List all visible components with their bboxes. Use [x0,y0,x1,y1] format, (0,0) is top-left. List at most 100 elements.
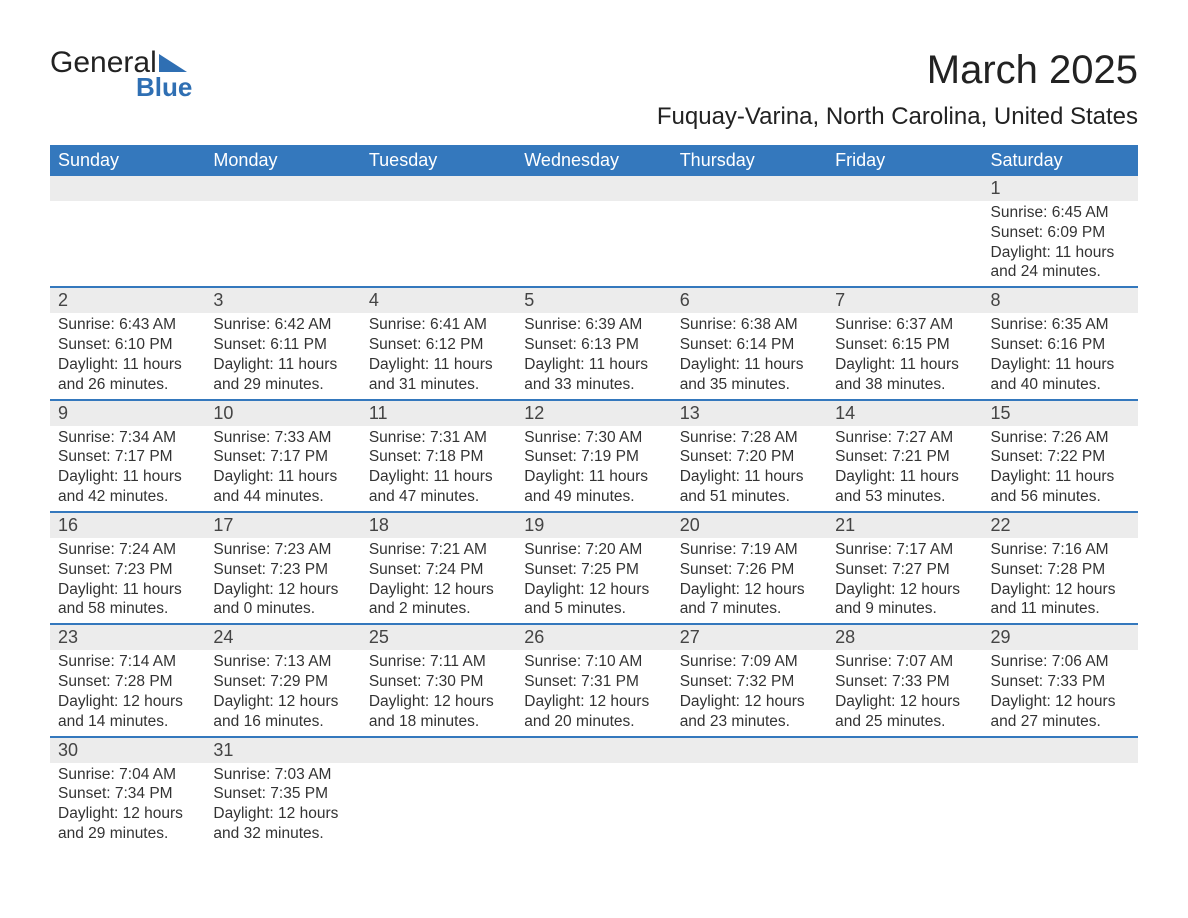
day-number: 21 [827,513,982,538]
sunset-text: Sunset: 6:11 PM [213,335,352,355]
day-number-cell: 18 [361,512,516,538]
day-detail-cell: Sunrise: 6:45 AMSunset: 6:09 PMDaylight:… [983,201,1138,287]
sunset-text: Sunset: 7:22 PM [991,447,1130,467]
brand-logo: General Blue [50,48,192,100]
day-detail: Sunrise: 7:21 AMSunset: 7:24 PMDaylight:… [361,538,516,623]
day-number: 15 [983,401,1138,426]
day-number: 29 [983,625,1138,650]
sunset-text: Sunset: 7:25 PM [524,560,663,580]
day-number [361,176,516,200]
day-detail: Sunrise: 7:34 AMSunset: 7:17 PMDaylight:… [50,426,205,511]
week-detail-row: Sunrise: 7:04 AMSunset: 7:34 PMDaylight:… [50,763,1138,848]
day-number: 6 [672,288,827,313]
daylight-text: Daylight: 11 hours and 47 minutes. [369,467,508,507]
sunset-text: Sunset: 6:13 PM [524,335,663,355]
sunset-text: Sunset: 6:16 PM [991,335,1130,355]
day-number: 31 [205,738,360,763]
day-header: Thursday [672,145,827,176]
sunset-text: Sunset: 7:33 PM [991,672,1130,692]
week-daynum-row: 23242526272829 [50,624,1138,650]
day-detail: Sunrise: 7:28 AMSunset: 7:20 PMDaylight:… [672,426,827,511]
day-number-cell [827,737,982,763]
day-detail-cell [516,763,671,848]
day-number-cell: 24 [205,624,360,650]
day-header: Saturday [983,145,1138,176]
sunrise-text: Sunrise: 7:20 AM [524,540,663,560]
day-number-cell [50,176,205,201]
daylight-text: Daylight: 11 hours and 56 minutes. [991,467,1130,507]
day-number-cell: 2 [50,287,205,313]
day-number [672,176,827,200]
day-header: Monday [205,145,360,176]
day-number-cell [672,737,827,763]
day-number: 4 [361,288,516,313]
daylight-text: Daylight: 11 hours and 42 minutes. [58,467,197,507]
sunset-text: Sunset: 7:17 PM [213,447,352,467]
sunrise-text: Sunrise: 7:31 AM [369,428,508,448]
day-number-cell: 31 [205,737,360,763]
day-detail [516,763,671,783]
sunrise-text: Sunrise: 7:27 AM [835,428,974,448]
day-header: Friday [827,145,982,176]
day-detail: Sunrise: 7:04 AMSunset: 7:34 PMDaylight:… [50,763,205,848]
day-detail-cell: Sunrise: 6:43 AMSunset: 6:10 PMDaylight:… [50,313,205,399]
day-number: 2 [50,288,205,313]
day-number: 1 [983,176,1138,201]
sunrise-text: Sunrise: 7:06 AM [991,652,1130,672]
day-detail-cell: Sunrise: 7:34 AMSunset: 7:17 PMDaylight:… [50,426,205,512]
daylight-text: Daylight: 11 hours and 51 minutes. [680,467,819,507]
day-header: Tuesday [361,145,516,176]
day-number: 12 [516,401,671,426]
day-number-cell: 14 [827,400,982,426]
daylight-text: Daylight: 12 hours and 23 minutes. [680,692,819,732]
day-number-cell: 13 [672,400,827,426]
day-number [672,738,827,762]
day-number-cell: 27 [672,624,827,650]
day-number [827,738,982,762]
sunrise-text: Sunrise: 6:38 AM [680,315,819,335]
day-number-cell: 25 [361,624,516,650]
day-detail-cell: Sunrise: 7:20 AMSunset: 7:25 PMDaylight:… [516,538,671,624]
week-daynum-row: 2345678 [50,287,1138,313]
day-detail-cell: Sunrise: 7:04 AMSunset: 7:34 PMDaylight:… [50,763,205,848]
daylight-text: Daylight: 12 hours and 9 minutes. [835,580,974,620]
day-number-cell: 26 [516,624,671,650]
day-number [516,738,671,762]
day-number: 18 [361,513,516,538]
daylight-text: Daylight: 11 hours and 35 minutes. [680,355,819,395]
day-detail: Sunrise: 7:30 AMSunset: 7:19 PMDaylight:… [516,426,671,511]
day-detail-cell [516,201,671,287]
sunrise-text: Sunrise: 7:26 AM [991,428,1130,448]
day-detail-cell: Sunrise: 7:30 AMSunset: 7:19 PMDaylight:… [516,426,671,512]
daylight-text: Daylight: 12 hours and 25 minutes. [835,692,974,732]
sunrise-text: Sunrise: 7:23 AM [213,540,352,560]
day-number-cell: 4 [361,287,516,313]
daylight-text: Daylight: 12 hours and 11 minutes. [991,580,1130,620]
day-detail-cell: Sunrise: 7:19 AMSunset: 7:26 PMDaylight:… [672,538,827,624]
day-detail-cell: Sunrise: 6:38 AMSunset: 6:14 PMDaylight:… [672,313,827,399]
day-detail: Sunrise: 6:39 AMSunset: 6:13 PMDaylight:… [516,313,671,398]
daylight-text: Daylight: 11 hours and 44 minutes. [213,467,352,507]
day-number: 28 [827,625,982,650]
day-detail: Sunrise: 6:38 AMSunset: 6:14 PMDaylight:… [672,313,827,398]
day-number-cell: 15 [983,400,1138,426]
day-detail: Sunrise: 6:43 AMSunset: 6:10 PMDaylight:… [50,313,205,398]
day-detail-cell [672,201,827,287]
sunrise-text: Sunrise: 6:45 AM [991,203,1130,223]
daylight-text: Daylight: 11 hours and 49 minutes. [524,467,663,507]
day-detail: Sunrise: 7:24 AMSunset: 7:23 PMDaylight:… [50,538,205,623]
sunset-text: Sunset: 6:09 PM [991,223,1130,243]
day-number-cell [672,176,827,201]
day-detail-cell: Sunrise: 7:14 AMSunset: 7:28 PMDaylight:… [50,650,205,736]
sunset-text: Sunset: 7:28 PM [991,560,1130,580]
day-number-cell: 1 [983,176,1138,201]
day-detail-cell [205,201,360,287]
week-daynum-row: 16171819202122 [50,512,1138,538]
page-header: General Blue March 2025 Fuquay-Varina, N… [50,48,1138,131]
week-detail-row: Sunrise: 7:34 AMSunset: 7:17 PMDaylight:… [50,426,1138,512]
day-detail: Sunrise: 7:19 AMSunset: 7:26 PMDaylight:… [672,538,827,623]
sunset-text: Sunset: 7:18 PM [369,447,508,467]
day-detail-cell: Sunrise: 7:28 AMSunset: 7:20 PMDaylight:… [672,426,827,512]
day-number-cell: 5 [516,287,671,313]
day-number: 14 [827,401,982,426]
